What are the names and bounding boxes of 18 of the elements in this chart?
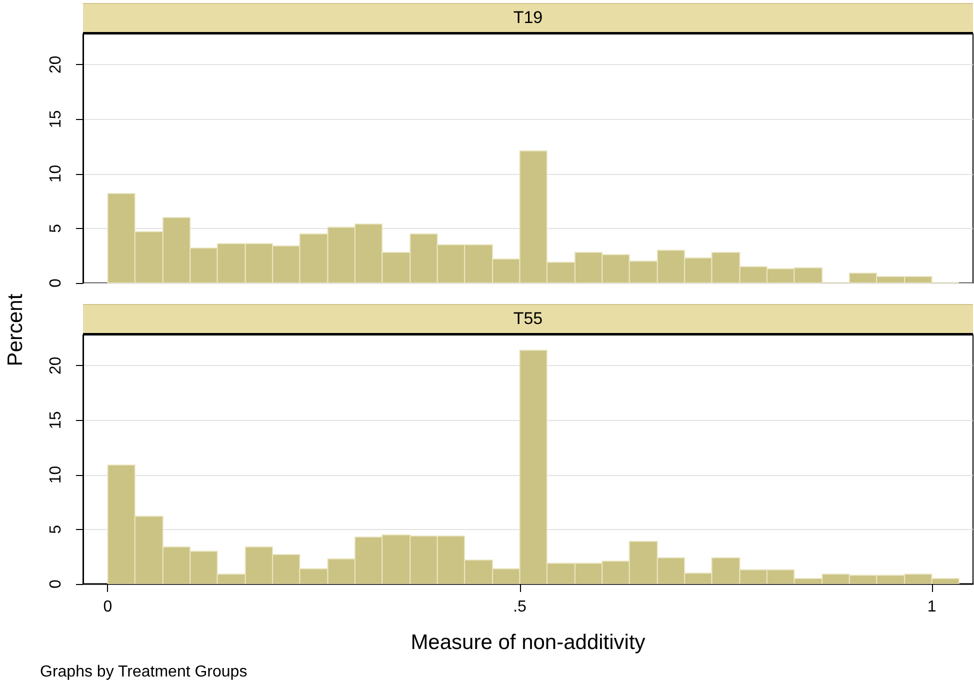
y-tick-label: 15 xyxy=(48,411,64,430)
y-tick-label: 10 xyxy=(48,466,64,484)
x-tick-label: 1 xyxy=(927,598,936,616)
y-tick-label: 20 xyxy=(48,356,64,374)
y-tick-label: 5 xyxy=(48,524,64,534)
y-tick-label: 10 xyxy=(48,164,64,183)
x-tick-label: 0 xyxy=(103,598,112,616)
x-axis-title: Measure of non-additivity xyxy=(410,631,646,654)
y-tick-label: 0 xyxy=(48,278,64,288)
x-tick-label: .5 xyxy=(513,598,527,616)
text: Graphs by Treatment Groups xyxy=(40,664,248,680)
y-tick-label: 0 xyxy=(48,579,64,588)
y-axis-title: Percent xyxy=(4,294,28,366)
chart-title: T19 xyxy=(513,8,543,28)
y-tick-label: 5 xyxy=(48,224,64,233)
chart-title: T55 xyxy=(513,309,543,329)
y-tick-label: 20 xyxy=(48,56,64,74)
y-tick-label: 15 xyxy=(48,110,64,128)
